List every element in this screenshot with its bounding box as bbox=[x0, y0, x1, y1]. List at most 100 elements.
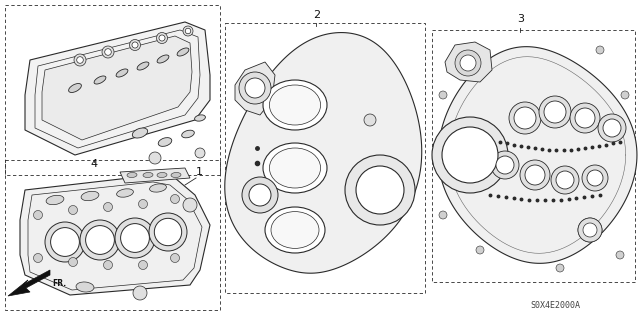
Circle shape bbox=[159, 35, 165, 41]
Ellipse shape bbox=[76, 282, 94, 292]
Bar bbox=[5, 5, 220, 175]
Circle shape bbox=[364, 114, 376, 126]
Ellipse shape bbox=[46, 195, 64, 205]
Circle shape bbox=[556, 171, 574, 189]
Circle shape bbox=[51, 227, 79, 256]
Circle shape bbox=[45, 222, 85, 262]
Circle shape bbox=[570, 103, 600, 133]
Circle shape bbox=[587, 170, 603, 186]
Ellipse shape bbox=[263, 143, 327, 193]
Circle shape bbox=[455, 50, 481, 76]
Circle shape bbox=[195, 148, 205, 158]
Circle shape bbox=[525, 165, 545, 185]
Ellipse shape bbox=[158, 137, 172, 146]
Ellipse shape bbox=[195, 115, 205, 121]
Ellipse shape bbox=[265, 207, 325, 253]
Circle shape bbox=[556, 264, 564, 272]
Circle shape bbox=[575, 108, 595, 128]
Ellipse shape bbox=[116, 69, 128, 77]
Circle shape bbox=[102, 46, 114, 58]
Circle shape bbox=[509, 102, 541, 134]
Circle shape bbox=[138, 261, 147, 270]
Circle shape bbox=[74, 54, 86, 66]
Ellipse shape bbox=[132, 128, 148, 138]
Circle shape bbox=[183, 26, 193, 36]
Ellipse shape bbox=[271, 211, 319, 249]
Circle shape bbox=[104, 203, 113, 211]
Circle shape bbox=[616, 251, 624, 259]
Bar bbox=[5, 160, 220, 310]
Ellipse shape bbox=[150, 184, 166, 192]
Circle shape bbox=[578, 218, 602, 242]
Ellipse shape bbox=[143, 173, 153, 177]
Circle shape bbox=[185, 28, 191, 34]
Polygon shape bbox=[20, 175, 210, 295]
Circle shape bbox=[86, 226, 115, 254]
Circle shape bbox=[157, 33, 168, 43]
Circle shape bbox=[80, 220, 120, 260]
Circle shape bbox=[603, 119, 621, 137]
Circle shape bbox=[120, 224, 149, 252]
Bar bbox=[225, 23, 425, 293]
Ellipse shape bbox=[177, 48, 189, 56]
Text: 1: 1 bbox=[196, 167, 203, 177]
Circle shape bbox=[345, 155, 415, 225]
Circle shape bbox=[544, 101, 566, 123]
Circle shape bbox=[442, 127, 498, 183]
Ellipse shape bbox=[81, 191, 99, 201]
Circle shape bbox=[520, 160, 550, 190]
Circle shape bbox=[439, 91, 447, 99]
Circle shape bbox=[68, 257, 77, 266]
Circle shape bbox=[583, 223, 597, 237]
Ellipse shape bbox=[157, 173, 167, 177]
Circle shape bbox=[149, 152, 161, 164]
Text: 4: 4 bbox=[90, 159, 97, 169]
Ellipse shape bbox=[171, 173, 181, 177]
Circle shape bbox=[33, 211, 42, 219]
Circle shape bbox=[249, 184, 271, 206]
Circle shape bbox=[149, 213, 187, 251]
Circle shape bbox=[432, 117, 508, 193]
Polygon shape bbox=[225, 33, 422, 273]
Bar bbox=[432, 30, 635, 282]
Circle shape bbox=[105, 49, 111, 55]
Circle shape bbox=[596, 46, 604, 54]
Ellipse shape bbox=[127, 173, 137, 177]
Circle shape bbox=[242, 177, 278, 213]
Polygon shape bbox=[8, 270, 50, 296]
Circle shape bbox=[132, 42, 138, 48]
Circle shape bbox=[621, 91, 629, 99]
Circle shape bbox=[598, 114, 626, 142]
Ellipse shape bbox=[263, 80, 327, 130]
Circle shape bbox=[539, 96, 571, 128]
Text: S0X4E2000A: S0X4E2000A bbox=[530, 300, 580, 309]
Circle shape bbox=[154, 218, 182, 246]
Polygon shape bbox=[42, 36, 192, 140]
Circle shape bbox=[514, 107, 536, 129]
Ellipse shape bbox=[68, 84, 81, 93]
Circle shape bbox=[104, 261, 113, 270]
Circle shape bbox=[496, 156, 514, 174]
Circle shape bbox=[133, 286, 147, 300]
Circle shape bbox=[460, 55, 476, 71]
Circle shape bbox=[476, 246, 484, 254]
Polygon shape bbox=[120, 168, 190, 183]
Polygon shape bbox=[25, 22, 210, 155]
Circle shape bbox=[356, 166, 404, 214]
Polygon shape bbox=[438, 47, 637, 263]
Ellipse shape bbox=[137, 62, 149, 70]
Circle shape bbox=[183, 198, 197, 212]
Text: 3: 3 bbox=[517, 14, 524, 24]
Ellipse shape bbox=[182, 130, 195, 138]
Circle shape bbox=[582, 165, 608, 191]
Polygon shape bbox=[445, 42, 492, 82]
Circle shape bbox=[170, 195, 179, 204]
Circle shape bbox=[578, 218, 602, 242]
Polygon shape bbox=[235, 62, 275, 115]
Circle shape bbox=[239, 72, 271, 104]
Circle shape bbox=[129, 40, 141, 50]
Circle shape bbox=[439, 211, 447, 219]
Ellipse shape bbox=[116, 189, 133, 197]
Circle shape bbox=[68, 205, 77, 214]
Ellipse shape bbox=[94, 76, 106, 84]
